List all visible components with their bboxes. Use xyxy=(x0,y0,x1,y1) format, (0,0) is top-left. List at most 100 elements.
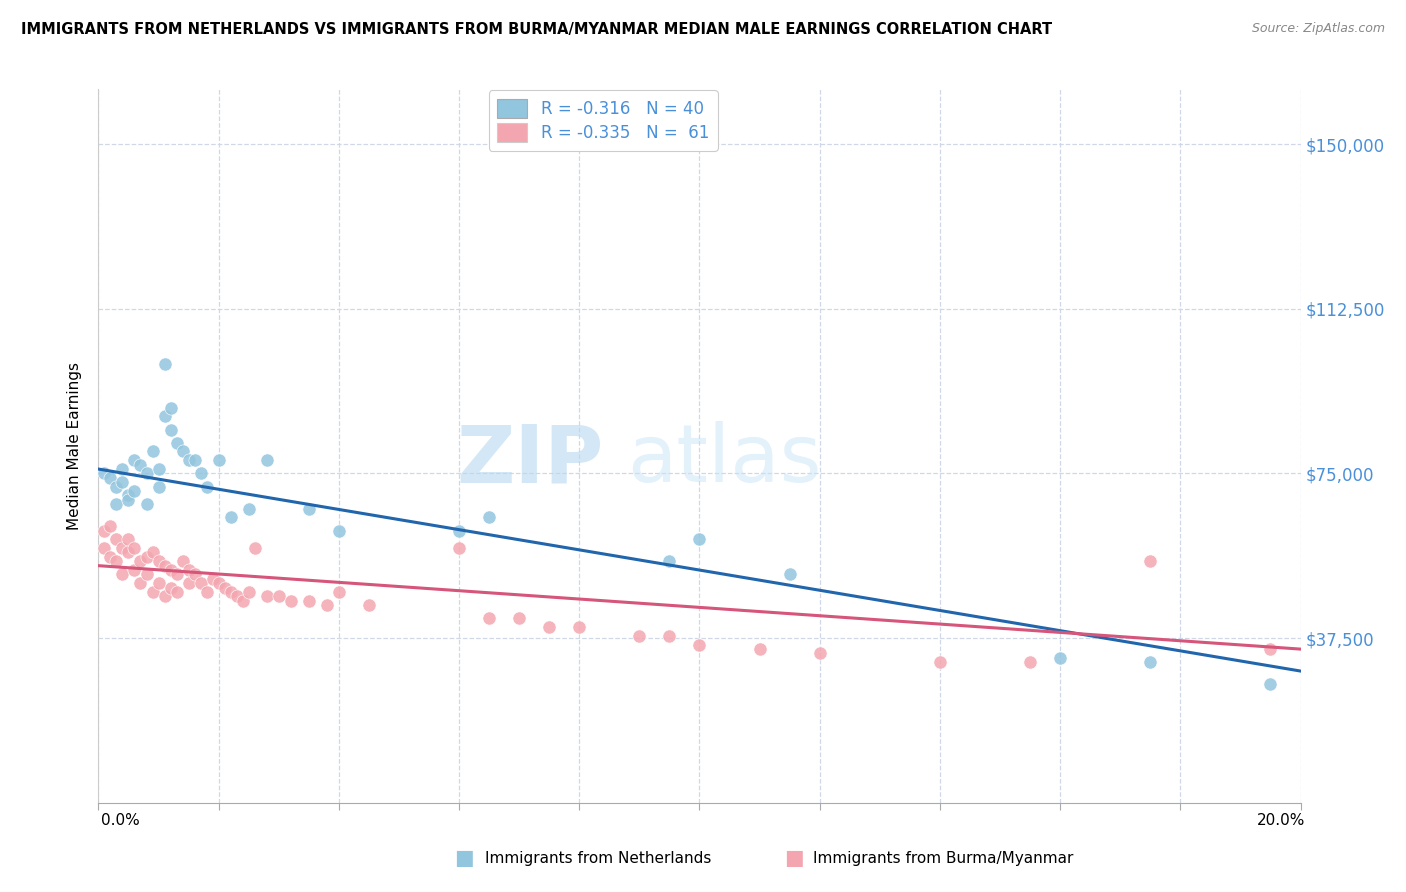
Point xyxy=(177,453,200,467)
Point xyxy=(1139,554,1161,568)
Point xyxy=(148,480,170,494)
Point xyxy=(177,563,200,577)
Point xyxy=(177,576,200,591)
Point xyxy=(148,576,170,591)
Point xyxy=(111,567,134,582)
Point xyxy=(117,533,139,547)
Point xyxy=(141,545,163,559)
Text: 20.0%: 20.0% xyxy=(1257,814,1305,828)
Point xyxy=(447,541,470,555)
Point xyxy=(166,567,188,582)
Point xyxy=(159,423,181,437)
Text: ■: ■ xyxy=(785,848,804,868)
Point xyxy=(159,581,181,595)
Point xyxy=(478,611,501,625)
Point xyxy=(105,480,128,494)
Point xyxy=(172,444,194,458)
Point xyxy=(135,549,157,564)
Point xyxy=(315,598,337,612)
Point xyxy=(111,475,134,490)
Point xyxy=(135,467,157,481)
Point xyxy=(1260,642,1282,657)
Point xyxy=(256,453,278,467)
Point xyxy=(148,462,170,476)
Point xyxy=(159,401,181,415)
Point xyxy=(225,590,247,604)
Point xyxy=(190,576,212,591)
Point xyxy=(267,590,290,604)
Point xyxy=(328,524,350,538)
Point xyxy=(208,576,231,591)
Point xyxy=(538,620,561,634)
Point xyxy=(159,563,181,577)
Point xyxy=(183,567,205,582)
Point xyxy=(1049,651,1071,665)
Point xyxy=(658,629,681,643)
Point xyxy=(100,519,122,533)
Point xyxy=(153,357,176,371)
Point xyxy=(166,585,188,599)
Point xyxy=(93,524,115,538)
Point xyxy=(779,567,801,582)
Text: 0.0%: 0.0% xyxy=(101,814,141,828)
Point xyxy=(129,576,152,591)
Point xyxy=(238,501,260,516)
Y-axis label: Median Male Earnings: Median Male Earnings xyxy=(67,362,83,530)
Point xyxy=(658,554,681,568)
Point xyxy=(195,480,218,494)
Point xyxy=(219,510,242,524)
Point xyxy=(568,620,591,634)
Point xyxy=(1139,655,1161,669)
Point xyxy=(111,462,134,476)
Text: Immigrants from Burma/Myanmar: Immigrants from Burma/Myanmar xyxy=(813,851,1073,865)
Point xyxy=(105,554,128,568)
Point xyxy=(93,467,115,481)
Point xyxy=(328,585,350,599)
Text: ZIP: ZIP xyxy=(456,421,603,500)
Point xyxy=(214,581,236,595)
Point xyxy=(298,594,321,608)
Point xyxy=(124,453,146,467)
Point xyxy=(129,554,152,568)
Point xyxy=(238,585,260,599)
Text: Immigrants from Netherlands: Immigrants from Netherlands xyxy=(485,851,711,865)
Point xyxy=(153,590,176,604)
Point xyxy=(100,471,122,485)
Point xyxy=(1019,655,1042,669)
Point xyxy=(166,435,188,450)
Point xyxy=(219,585,242,599)
Point xyxy=(93,541,115,555)
Point xyxy=(256,590,278,604)
Point xyxy=(298,501,321,516)
Point xyxy=(124,541,146,555)
Point xyxy=(478,510,501,524)
Point xyxy=(183,453,205,467)
Point xyxy=(153,409,176,424)
Point xyxy=(195,585,218,599)
Legend: R = -0.316   N = 40, R = -0.335   N =  61: R = -0.316 N = 40, R = -0.335 N = 61 xyxy=(489,90,717,151)
Point xyxy=(208,453,231,467)
Point xyxy=(243,541,266,555)
Point xyxy=(689,533,711,547)
Point xyxy=(689,638,711,652)
Point xyxy=(508,611,530,625)
Point xyxy=(447,524,470,538)
Point xyxy=(117,492,139,507)
Text: IMMIGRANTS FROM NETHERLANDS VS IMMIGRANTS FROM BURMA/MYANMAR MEDIAN MALE EARNING: IMMIGRANTS FROM NETHERLANDS VS IMMIGRANT… xyxy=(21,22,1052,37)
Point xyxy=(1260,677,1282,691)
Point xyxy=(929,655,952,669)
Point xyxy=(172,554,194,568)
Text: atlas: atlas xyxy=(627,421,821,500)
Point xyxy=(357,598,380,612)
Point xyxy=(141,444,163,458)
Point xyxy=(190,467,212,481)
Point xyxy=(808,647,831,661)
Point xyxy=(117,545,139,559)
Point xyxy=(153,558,176,573)
Point xyxy=(124,563,146,577)
Point xyxy=(232,594,254,608)
Point xyxy=(148,554,170,568)
Text: Source: ZipAtlas.com: Source: ZipAtlas.com xyxy=(1251,22,1385,36)
Point xyxy=(100,549,122,564)
Point xyxy=(628,629,651,643)
